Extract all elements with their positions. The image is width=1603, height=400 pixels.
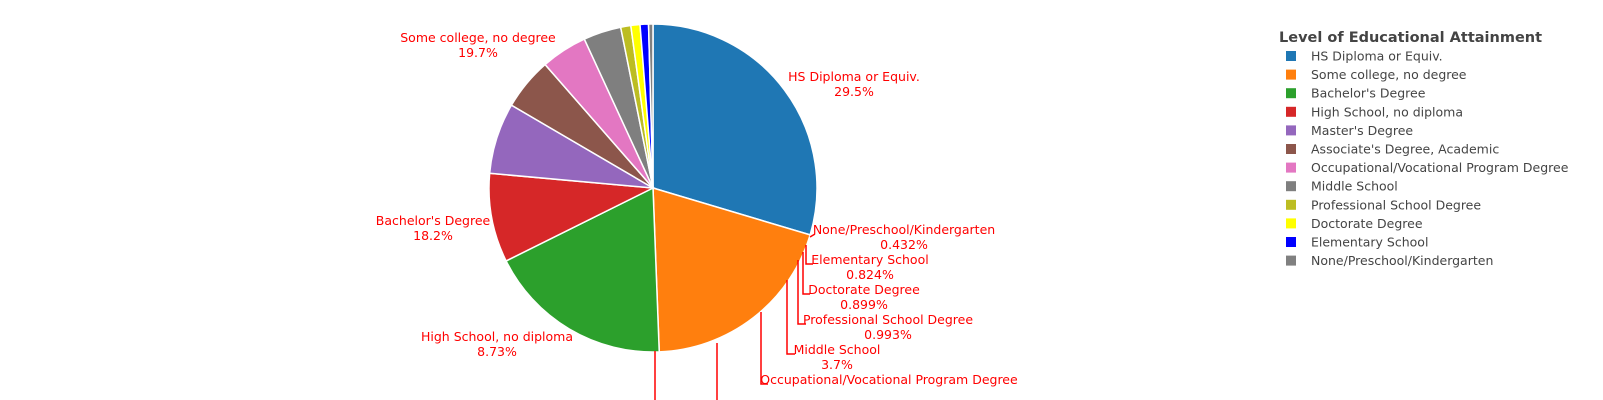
legend-item-elementary-school: Elementary School: [1286, 235, 1428, 250]
slice-value-bachelor-s-degree: 18.2%: [413, 228, 453, 243]
slice-label-hs-diploma-or-equiv: HS Diploma or Equiv.: [788, 69, 920, 84]
slice-value-some-college-no-degree: 19.7%: [458, 45, 498, 60]
legend-label-some-college-no-degree: Some college, no degree: [1311, 67, 1467, 82]
slice-value-doctorate-degree: 0.899%: [840, 297, 888, 312]
legend-label-professional-school-degree: Professional School Degree: [1311, 197, 1481, 212]
slice-label-professional-school-degree: Professional School Degree: [803, 312, 973, 327]
legend-label-doctorate-degree: Doctorate Degree: [1311, 216, 1423, 231]
legend-swatch-some-college-no-degree: [1286, 69, 1296, 80]
legend-swatch-bachelor-s-degree: [1286, 88, 1296, 99]
legend-label-associate-s-degree-academic: Associate's Degree, Academic: [1311, 142, 1499, 157]
legend-label-hs-diploma-or-equiv: HS Diploma or Equiv.: [1311, 49, 1443, 64]
legend-swatch-none-preschool-kindergarten: [1286, 255, 1296, 266]
legend-swatch-professional-school-degree: [1286, 199, 1296, 210]
leader-line-professional-school-degree: [797, 260, 806, 325]
pie-slice-none-preschool-kindergarten: [647, 23, 654, 189]
slice-label-middle-school: Middle School: [794, 342, 881, 357]
slice-value-middle-school: 3.7%: [821, 357, 853, 372]
slice-label-some-college-no-degree: Some college, no degree: [400, 30, 556, 45]
legend-label-high-school-no-diploma: High School, no diploma: [1311, 104, 1463, 119]
legend-swatch-master-s-degree: [1286, 125, 1296, 136]
slice-value-hs-diploma-or-equiv: 29.5%: [834, 84, 874, 99]
slice-label-elementary-school: Elementary School: [811, 252, 928, 267]
legend-swatch-doctorate-degree: [1286, 218, 1296, 229]
legend: Level of Educational Attainment HS Diplo…: [1279, 30, 1569, 268]
legend-swatch-high-school-no-diploma: [1286, 106, 1296, 117]
slice-label-none-preschool-kindergarten: None/Preschool/Kindergarten: [813, 222, 995, 237]
slice-value-elementary-school: 0.824%: [846, 267, 894, 282]
legend-label-occupational-vocational-program-degree: Occupational/Vocational Program Degree: [1311, 160, 1569, 175]
slice-label-doctorate-degree: Doctorate Degree: [808, 282, 920, 297]
legend-swatch-occupational-vocational-program-degree: [1286, 162, 1296, 173]
leader-line-middle-school: [786, 280, 795, 355]
legend-swatch-elementary-school: [1286, 237, 1296, 247]
legend-item-master-s-degree: Master's Degree: [1286, 123, 1413, 138]
legend-items: HS Diploma or Equiv. Some college, no deg…: [1286, 49, 1569, 268]
legend-item-high-school-no-diploma: High School, no diploma: [1286, 104, 1463, 119]
leader-line-elementary-school: [805, 245, 813, 265]
legend-item-bachelor-s-degree: Bachelor's Degree: [1286, 86, 1426, 101]
legend-item-doctorate-degree: Doctorate Degree: [1286, 216, 1423, 231]
pie-slices: [488, 23, 818, 353]
legend-item-some-college-no-degree: Some college, no degree: [1286, 67, 1467, 82]
slice-value-high-school-no-diploma: 8.73%: [477, 344, 517, 359]
slice-value-none-preschool-kindergarten: 0.432%: [880, 237, 928, 252]
pie-slice-hs-diploma-or-equiv: [652, 23, 818, 236]
pie-slice-labels: HS Diploma or Equiv.29.5% Some college, n…: [376, 30, 1018, 400]
slice-label-high-school-no-diploma: High School, no diploma: [421, 329, 573, 344]
pie-slice-bachelor-s-degree: [505, 186, 661, 353]
legend-label-master-s-degree: Master's Degree: [1311, 123, 1413, 138]
legend-item-associate-s-degree-academic: Associate's Degree, Academic: [1286, 142, 1499, 157]
slice-label-bachelor-s-degree: Bachelor's Degree: [376, 213, 491, 228]
legend-item-professional-school-degree: Professional School Degree: [1286, 197, 1481, 212]
legend-item-none-preschool-kindergarten: None/Preschool/Kindergarten: [1286, 253, 1493, 268]
legend-item-occupational-vocational-program-degree: Occupational/Vocational Program Degree: [1286, 160, 1569, 175]
legend-label-elementary-school: Elementary School: [1311, 235, 1428, 250]
legend-swatch-middle-school: [1286, 181, 1296, 192]
slice-label-occupational-vocational-program-degree: Occupational/Vocational Program Degree: [760, 372, 1018, 387]
leader-line-none-preschool-kindergarten: [809, 233, 816, 238]
slice-value-professional-school-degree: 0.993%: [864, 327, 912, 342]
legend-label-none-preschool-kindergarten: None/Preschool/Kindergarten: [1311, 253, 1493, 268]
legend-swatch-associate-s-degree-academic: [1286, 144, 1296, 154]
legend-item-hs-diploma-or-equiv: HS Diploma or Equiv.: [1286, 49, 1443, 64]
legend-item-middle-school: Middle School: [1286, 179, 1398, 194]
legend-title: Level of Educational Attainment: [1279, 30, 1542, 46]
legend-label-middle-school: Middle School: [1311, 179, 1398, 194]
legend-label-bachelor-s-degree: Bachelor's Degree: [1311, 86, 1426, 101]
legend-swatch-hs-diploma-or-equiv: [1286, 51, 1296, 61]
leader-line-doctorate-degree: [802, 252, 810, 295]
leader-line-occupational-vocational-program-degree: [760, 312, 768, 385]
pie-slice-high-school-no-diploma: [488, 172, 656, 262]
